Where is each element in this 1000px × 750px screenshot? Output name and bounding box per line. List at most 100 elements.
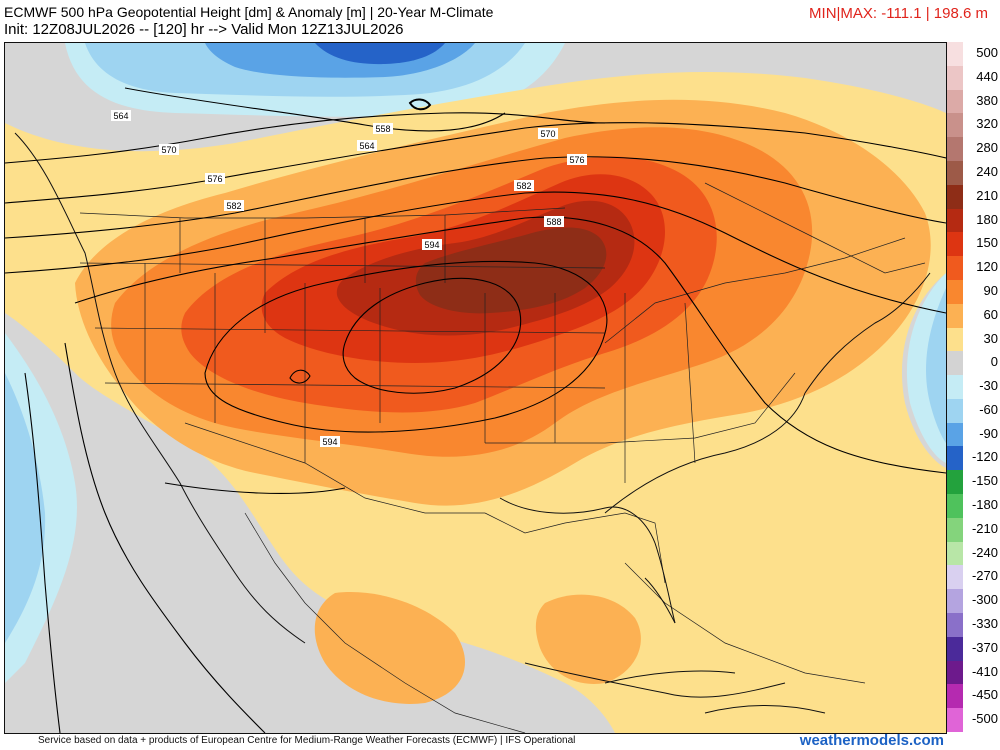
- colorbar-swatch: [947, 541, 963, 566]
- colorbar-swatch: [947, 303, 963, 328]
- colorbar-entry: -30: [947, 375, 1000, 399]
- contour-label: 558: [373, 123, 393, 134]
- colorbar-label: 440: [976, 68, 998, 84]
- colorbar-swatch: [947, 256, 963, 280]
- colorbar-entry: 30: [947, 327, 1000, 352]
- colorbar-swatch: [947, 708, 963, 732]
- colorbar-label: -300: [971, 592, 998, 608]
- contour-label-582: 582: [516, 181, 531, 191]
- colorbar-entry: 440: [947, 65, 1000, 90]
- colorbar-entry: -240: [947, 541, 1000, 566]
- colorbar-swatch: [947, 351, 963, 376]
- colorbar-label: -90: [979, 425, 998, 441]
- min-max-readout: MIN|MAX: -111.1 | 198.6 m: [809, 5, 988, 22]
- data-credit: Service based on data + products of Euro…: [38, 735, 576, 746]
- contour-label-588: 588: [546, 217, 561, 227]
- colorbar-entry: -500: [947, 708, 1000, 732]
- contour-582: [5, 191, 946, 314]
- colorbar-label: 500: [976, 45, 998, 60]
- colorbar-label: -270: [971, 568, 998, 584]
- colorbar-label: -370: [971, 639, 998, 655]
- contour-label-594: 594: [424, 240, 439, 250]
- contour-label: 576: [205, 173, 225, 184]
- colorbar-label: -410: [971, 663, 998, 679]
- colorbar-swatch: [947, 684, 963, 709]
- colorbar-entry: -150: [947, 470, 1000, 495]
- colorbar-swatch: [947, 89, 963, 114]
- colorbar-entry: 60: [947, 303, 1000, 328]
- contour-labels: 558 564 570 576 582 588 594 564 570 576 …: [111, 110, 587, 447]
- colorbar-swatch: [947, 375, 963, 399]
- weather-map[interactable]: 558 564 570 576 582 588 594 564 570 576 …: [4, 42, 947, 734]
- colorbar-swatch: [947, 42, 963, 66]
- colorbar-entry: 180: [947, 208, 1000, 233]
- contour-570: [5, 122, 946, 204]
- colorbar-entry: -120: [947, 446, 1000, 471]
- contour-594-core: [342, 277, 522, 394]
- colorbar-swatch: [947, 470, 963, 495]
- contour-label-576: 576: [569, 155, 584, 165]
- colorbar-entry: -180: [947, 494, 1000, 518]
- contour-564: [5, 112, 606, 164]
- contour-label-570: 570: [540, 129, 555, 139]
- colorbar-entry: -270: [947, 565, 1000, 590]
- init-valid-time: Init: 12Z08JUL2026 -- [120] hr --> Valid…: [4, 21, 404, 38]
- contour-label: 594: [320, 436, 340, 447]
- colorbar-label: -210: [971, 520, 998, 536]
- contour-label: 582: [224, 200, 244, 211]
- colorbar-entry: 210: [947, 184, 1000, 209]
- colorbar-swatch: [947, 398, 963, 423]
- colorbar-label: 240: [976, 163, 998, 179]
- anomaly-180-210: [415, 227, 607, 314]
- contour-label: 576: [567, 154, 587, 165]
- contour-label-594-south: 594: [322, 437, 337, 447]
- contour-label: 570: [538, 128, 558, 139]
- contour-label-576-west: 576: [207, 174, 222, 184]
- colorbar-swatch: [947, 565, 963, 590]
- colorbar-swatch: [947, 446, 963, 471]
- colorbar-label: 30: [983, 330, 998, 346]
- colorbar-entry: -410: [947, 660, 1000, 685]
- contour-label-564-west: 564: [113, 111, 128, 121]
- contour-label: 570: [159, 144, 179, 155]
- colorbar-entry: 280: [947, 137, 1000, 161]
- colorbar-label: 280: [976, 140, 998, 156]
- colorbar-label: 380: [976, 92, 998, 108]
- colorbar-label: -180: [971, 497, 998, 513]
- colorbar-swatch: [947, 184, 963, 209]
- colorbar-label: 90: [983, 282, 998, 298]
- contour-576: [5, 156, 946, 239]
- anomaly-colorbar: 500 440 380 320 280 240 210 180 150 120 90 60 30 0 -30…: [947, 42, 1000, 732]
- colorbar-entry: -210: [947, 517, 1000, 542]
- colorbar-entry: -60: [947, 398, 1000, 423]
- colorbar-label: 210: [976, 187, 998, 203]
- colorbar-entry: 380: [947, 89, 1000, 114]
- colorbar-label: -150: [971, 473, 998, 489]
- colorbar-swatch: [947, 137, 963, 161]
- colorbar-swatch: [947, 589, 963, 614]
- colorbar-entry: 240: [947, 160, 1000, 185]
- colorbar-entry: -90: [947, 422, 1000, 447]
- contour-label: 594: [422, 239, 442, 250]
- colorbar-entry: -330: [947, 613, 1000, 637]
- map-title: ECMWF 500 hPa Geopotential Height [dm] &…: [4, 4, 494, 20]
- contour-594-west: [204, 260, 608, 433]
- colorbar-entry: -370: [947, 636, 1000, 661]
- colorbar-label: -500: [971, 711, 998, 727]
- map-canvas: 558 564 570 576 582 588 594 564 570 576 …: [5, 43, 946, 733]
- contour-label: 582: [514, 180, 534, 191]
- contour-label-558: 558: [375, 124, 390, 134]
- colorbar-entry: 120: [947, 256, 1000, 280]
- brand-link[interactable]: weathermodels.com: [799, 732, 944, 749]
- colorbar-swatch: [947, 232, 963, 257]
- contour-label-582-west: 582: [226, 201, 241, 211]
- colorbar-swatch: [947, 636, 963, 661]
- colorbar-swatch: [947, 327, 963, 352]
- colorbar-swatch: [947, 160, 963, 185]
- colorbar-swatch: [947, 113, 963, 138]
- colorbar-label: 60: [983, 306, 998, 322]
- colorbar-swatch: [947, 517, 963, 542]
- colorbar-entry: 150: [947, 232, 1000, 257]
- contour-558: [124, 87, 506, 132]
- colorbar-swatch: [947, 279, 963, 304]
